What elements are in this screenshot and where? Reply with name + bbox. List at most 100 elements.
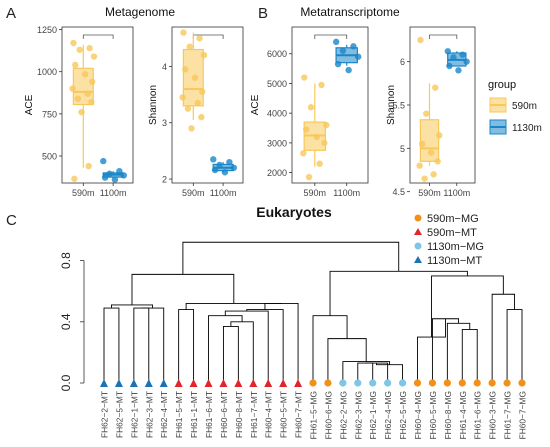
dendrogram-branch xyxy=(329,270,468,316)
panel-b-title: Metatranscriptome xyxy=(300,5,400,19)
group-legend-title: group xyxy=(488,79,516,91)
dendrogram-branch xyxy=(222,325,239,383)
boxplot-a-ace: 500 750 1000 1250 ACE 590m 1100m xyxy=(24,25,134,198)
x-tick-label: 590m xyxy=(182,188,205,198)
y-tick-label: 0.4 xyxy=(59,313,73,330)
leaf-marker-circle xyxy=(473,379,481,387)
leaf-label: FH60−3−MG xyxy=(488,391,498,439)
plot-frame xyxy=(409,26,476,184)
x-tick-label: 1100m xyxy=(333,188,360,198)
leaf-marker-triangle xyxy=(204,379,213,387)
legend-circle xyxy=(414,214,422,222)
leaf-label: FH62−3−MG xyxy=(353,391,363,439)
data-point xyxy=(86,44,93,52)
data-point xyxy=(199,88,206,95)
data-point xyxy=(432,84,439,91)
leaf-marker-triangle xyxy=(279,379,288,387)
leaf-label: FH62−5−MG xyxy=(398,391,408,439)
dendrogram-branch xyxy=(264,302,299,383)
legend-label: 590m−MT xyxy=(427,227,477,239)
leaf-label: FH62−4−MG xyxy=(383,391,393,439)
leaf-marker-circle xyxy=(384,379,392,387)
leaf-marker-circle xyxy=(458,379,466,387)
dendrogram-branch xyxy=(327,338,367,383)
dendrogram-branch xyxy=(446,322,471,383)
plot-frame xyxy=(61,26,134,184)
dendrogram-branch xyxy=(182,241,400,275)
data-point xyxy=(182,66,189,73)
leaf-marker-circle xyxy=(413,379,422,387)
data-point xyxy=(88,98,95,106)
leaf-label: FH61−5−MT xyxy=(174,391,184,438)
box-1100m xyxy=(332,38,362,74)
y-tick-label: 4000 xyxy=(267,109,287,119)
data-point xyxy=(194,99,201,107)
data-point xyxy=(69,85,76,92)
data-point xyxy=(416,162,423,169)
data-point xyxy=(188,125,195,132)
data-point xyxy=(455,67,462,74)
data-point xyxy=(216,161,223,169)
dendrogram-branch xyxy=(461,329,478,383)
y-tick-label: 5 xyxy=(400,144,405,154)
leaf-label: FH60−5−MT xyxy=(279,391,289,438)
panel-label-c: C xyxy=(6,212,17,229)
plot-frame xyxy=(171,26,244,184)
leaf-label: FH60−5−MG xyxy=(428,391,438,439)
data-point xyxy=(463,58,470,65)
leaf-label: FH62−1−MG xyxy=(368,391,378,439)
leaf-label: FH60−4−MG xyxy=(413,391,423,439)
leaf-marker-triangle xyxy=(174,379,183,387)
legend-label: 590m xyxy=(512,101,537,112)
leaf-marker-triangle xyxy=(264,379,273,387)
y-tick-label: 4.5 xyxy=(392,187,405,197)
data-point xyxy=(81,71,89,78)
data-point xyxy=(301,74,308,81)
legend-label: 1130m−MG xyxy=(427,241,484,253)
data-point xyxy=(418,140,426,148)
data-point xyxy=(427,149,435,156)
y-tick-label: 0.0 xyxy=(59,374,73,391)
leaf-label: FH62−1−MT xyxy=(129,391,139,438)
data-point xyxy=(78,108,85,116)
leaf-label: FH62−2−MT xyxy=(100,391,110,438)
boxplot-b-ace: 2000 3000 4000 5000 6000 ACE 590m 1100m xyxy=(250,26,369,198)
y-tick-label: 1250 xyxy=(37,25,57,35)
data-point xyxy=(226,158,233,166)
leaf-label: FH60−4−MT xyxy=(264,391,274,438)
dendrogram-branch xyxy=(357,362,374,383)
y-tick-label: 750 xyxy=(42,109,57,119)
y-tick-label: 5000 xyxy=(267,79,287,89)
dendrogram-branch xyxy=(246,309,284,383)
y-tick-label: 6000 xyxy=(267,49,287,59)
dendrogram-branch xyxy=(208,315,243,383)
data-point xyxy=(444,48,451,55)
leaf-label: FH61−6−MT xyxy=(204,391,214,438)
box-1100m xyxy=(444,48,470,74)
significance-bracket xyxy=(82,34,114,39)
leaf-marker-triangle xyxy=(114,379,123,387)
dendrogram-branch xyxy=(230,321,254,383)
leaf-marker-circle xyxy=(428,379,437,387)
leaf-marker-circle xyxy=(518,379,526,387)
y-tick-label: 4 xyxy=(162,62,167,72)
leaf-marker-triangle xyxy=(144,379,153,387)
data-point xyxy=(339,47,347,54)
y-tick-label: 6 xyxy=(400,57,405,67)
data-point xyxy=(321,139,328,147)
leaf-marker-triangle xyxy=(234,379,243,387)
significance-bracket xyxy=(314,34,348,39)
dendrogram-branch xyxy=(111,304,153,309)
data-point xyxy=(436,132,443,139)
y-tick-label: 3000 xyxy=(267,138,287,148)
group-legend: group 590m 1130m xyxy=(488,79,542,135)
leaf-label: FH61−5−MG xyxy=(309,391,319,439)
leaf-marker-circle xyxy=(324,379,332,387)
leaf-label: FH61−6−MG xyxy=(473,391,483,439)
data-point xyxy=(210,156,217,163)
dendrogram-legend: 590m−MG 590m−MT 1130m−MG 1130m−MT xyxy=(414,213,484,267)
y-tick-label: 500 xyxy=(42,152,57,162)
x-tick-label: 1100m xyxy=(443,188,470,198)
leaf-label: FH61−7−MG xyxy=(503,391,513,439)
